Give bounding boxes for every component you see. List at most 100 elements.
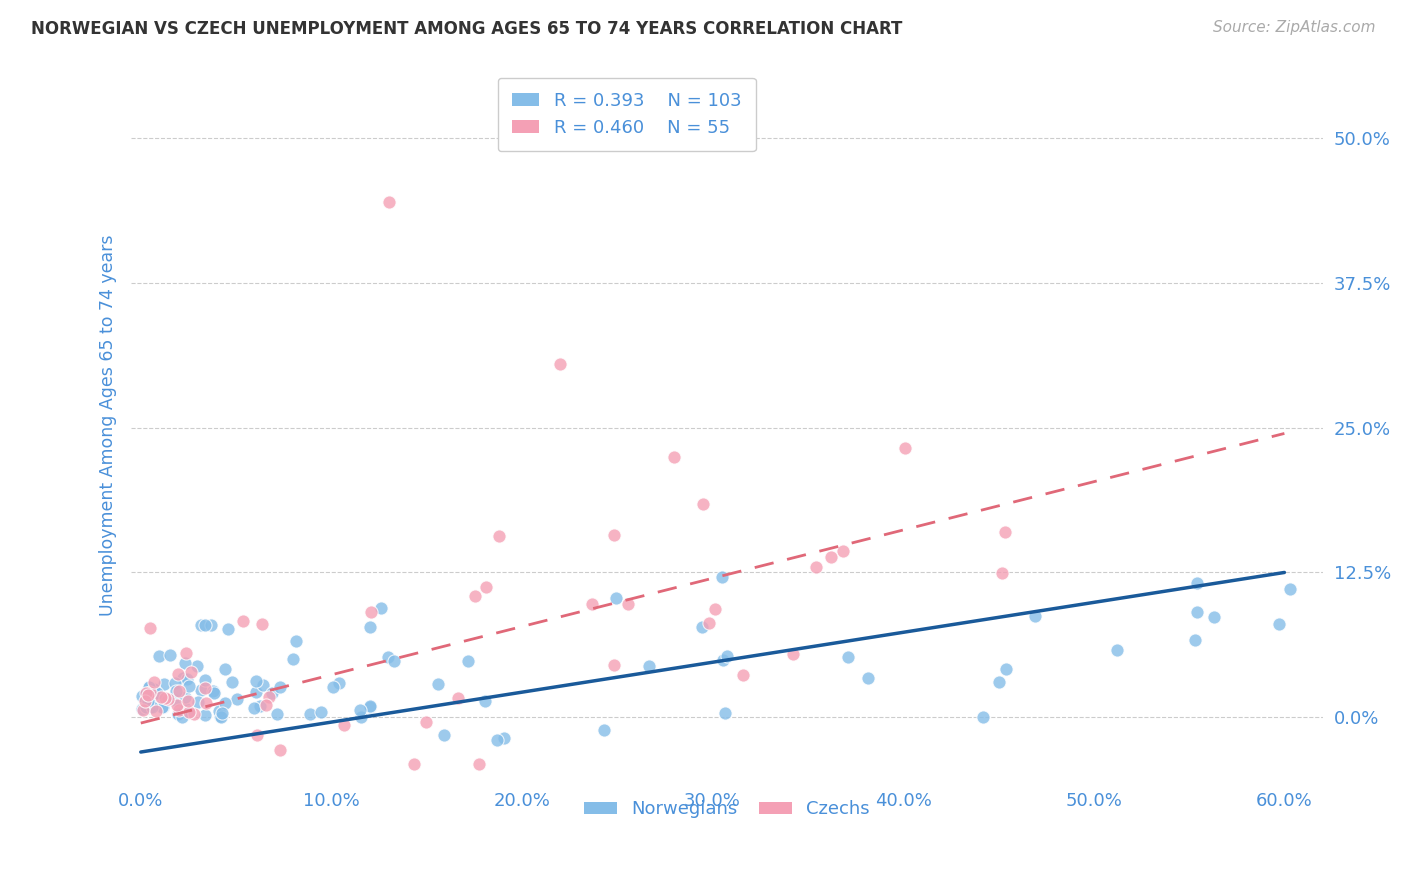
Point bbox=[194, 681, 217, 695]
Point bbox=[415, 714, 437, 729]
Point bbox=[138, 694, 160, 708]
Point bbox=[135, 686, 157, 700]
Point bbox=[548, 357, 571, 371]
Point bbox=[190, 683, 212, 698]
Point bbox=[433, 728, 456, 742]
Point bbox=[994, 525, 1017, 540]
Point bbox=[177, 679, 200, 693]
Point bbox=[166, 698, 188, 712]
Point bbox=[167, 666, 190, 681]
Point bbox=[972, 710, 994, 724]
Point bbox=[180, 665, 202, 679]
Point bbox=[283, 652, 305, 666]
Point bbox=[447, 690, 470, 705]
Point bbox=[858, 671, 880, 685]
Point bbox=[194, 708, 217, 723]
Point bbox=[152, 699, 174, 714]
Point bbox=[426, 676, 449, 690]
Text: Source: ZipAtlas.com: Source: ZipAtlas.com bbox=[1212, 20, 1375, 35]
Point bbox=[167, 703, 190, 717]
Point bbox=[202, 686, 225, 700]
Point bbox=[163, 693, 186, 707]
Point bbox=[1024, 608, 1046, 623]
Point bbox=[603, 657, 626, 672]
Point bbox=[153, 677, 176, 691]
Point bbox=[377, 650, 399, 665]
Point bbox=[145, 704, 167, 718]
Point bbox=[377, 194, 399, 209]
Point bbox=[131, 702, 153, 716]
Point bbox=[150, 700, 173, 714]
Point bbox=[194, 617, 217, 632]
Point bbox=[1278, 582, 1301, 596]
Point bbox=[214, 696, 236, 710]
Point bbox=[225, 692, 247, 706]
Point bbox=[474, 580, 496, 594]
Point bbox=[194, 673, 217, 687]
Point bbox=[285, 633, 308, 648]
Point bbox=[142, 684, 165, 698]
Point bbox=[187, 695, 209, 709]
Point bbox=[176, 672, 198, 686]
Point bbox=[173, 656, 195, 670]
Point bbox=[190, 617, 212, 632]
Point bbox=[266, 707, 288, 722]
Point bbox=[177, 706, 200, 721]
Point bbox=[254, 698, 277, 713]
Point bbox=[991, 566, 1014, 580]
Point bbox=[173, 700, 195, 714]
Point bbox=[697, 615, 720, 630]
Point bbox=[581, 597, 603, 611]
Point bbox=[194, 696, 217, 710]
Point bbox=[211, 709, 233, 723]
Point bbox=[141, 700, 163, 714]
Point bbox=[468, 756, 491, 771]
Point bbox=[148, 648, 170, 663]
Point bbox=[638, 659, 661, 673]
Point bbox=[1268, 616, 1291, 631]
Point bbox=[202, 685, 225, 699]
Point bbox=[245, 673, 267, 688]
Point bbox=[249, 699, 271, 714]
Point bbox=[322, 680, 344, 694]
Point bbox=[211, 706, 233, 720]
Point bbox=[208, 705, 231, 719]
Text: NORWEGIAN VS CZECH UNEMPLOYMENT AMONG AGES 65 TO 74 YEARS CORRELATION CHART: NORWEGIAN VS CZECH UNEMPLOYMENT AMONG AG… bbox=[31, 20, 903, 37]
Point bbox=[232, 614, 254, 628]
Point bbox=[486, 733, 509, 747]
Point bbox=[349, 703, 371, 717]
Point bbox=[1185, 575, 1208, 590]
Point bbox=[138, 680, 160, 694]
Point bbox=[208, 709, 231, 723]
Point bbox=[148, 694, 170, 708]
Point bbox=[359, 700, 381, 714]
Point bbox=[183, 706, 205, 721]
Point bbox=[713, 706, 735, 720]
Point bbox=[350, 709, 373, 723]
Point bbox=[139, 700, 162, 714]
Point bbox=[299, 706, 322, 721]
Point bbox=[311, 705, 333, 719]
Point bbox=[186, 659, 208, 673]
Point bbox=[711, 653, 734, 667]
Point bbox=[605, 591, 627, 606]
Point bbox=[692, 497, 714, 511]
Legend: Norwegians, Czechs: Norwegians, Czechs bbox=[576, 793, 877, 825]
Point bbox=[370, 601, 392, 615]
Point bbox=[138, 681, 160, 695]
Point bbox=[359, 620, 381, 634]
Point bbox=[170, 710, 193, 724]
Point bbox=[243, 701, 266, 715]
Point bbox=[143, 682, 166, 697]
Point bbox=[201, 684, 224, 698]
Point bbox=[987, 674, 1010, 689]
Point bbox=[165, 684, 187, 698]
Point bbox=[328, 676, 350, 690]
Point bbox=[359, 699, 381, 714]
Point bbox=[177, 705, 200, 719]
Point bbox=[141, 685, 163, 699]
Point bbox=[166, 706, 188, 721]
Point bbox=[150, 690, 173, 704]
Point bbox=[1107, 643, 1129, 657]
Point bbox=[153, 691, 176, 706]
